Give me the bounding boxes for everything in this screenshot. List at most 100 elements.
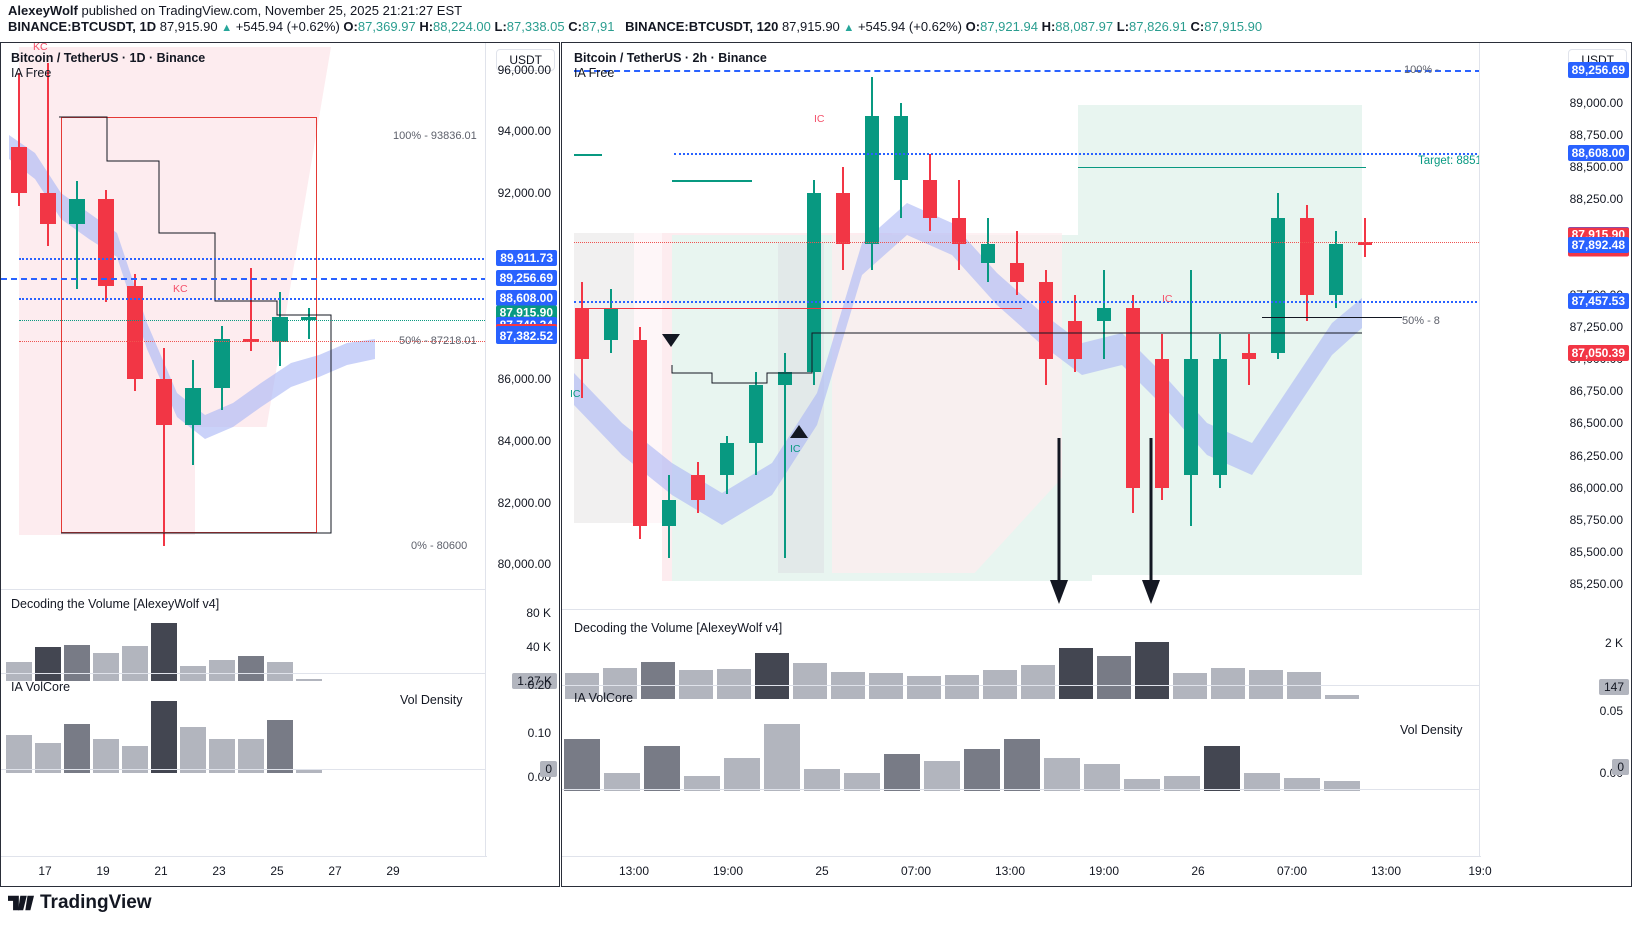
right-ic-annotation-1: IC	[814, 113, 825, 125]
right-candle-body	[1097, 308, 1111, 321]
right-open-label: O:	[965, 19, 981, 34]
left-high-value: 88,224.00	[433, 19, 491, 34]
left-volume-chip[interactable]: 1.27 K	[512, 673, 557, 689]
right-volume-bar	[1249, 670, 1283, 699]
right-candle-body	[836, 192, 850, 244]
left-volume-bar	[238, 656, 264, 681]
right-volume-bar	[793, 663, 827, 699]
left-plot-area[interactable]: 100% - 93836.01 50% - 87218.01 0% - 80600 K…	[1, 43, 559, 886]
left-fib-label-100: 100% - 93836.01	[393, 130, 477, 143]
right-candle	[1213, 43, 1227, 603]
right-voldens-chip[interactable]: 0	[1612, 759, 1629, 775]
right-red-seg-2	[586, 308, 1016, 310]
right-price-badge[interactable]: 89,256.69	[1567, 61, 1629, 78]
right-candle-body	[1242, 352, 1256, 360]
right-price-badge[interactable]: 88,608.00	[1567, 145, 1629, 162]
right-candle	[1097, 43, 1111, 603]
left-price-tick: 92,000.00	[497, 186, 551, 201]
right-candle-body	[1213, 359, 1227, 475]
chart-pane-right[interactable]: 100% - Target: 88511 50% - 8 IC IC IC IC Bitco…	[561, 42, 1632, 887]
right-volume-bar	[603, 667, 637, 699]
right-candle	[981, 43, 995, 603]
right-candle-body	[1184, 359, 1198, 475]
right-volume-bar	[1059, 647, 1093, 699]
right-voldens-bar	[1324, 780, 1360, 791]
left-currency-chip[interactable]: USDT	[496, 49, 555, 71]
right-price-badge[interactable]: 87,892.48	[1567, 236, 1629, 253]
right-candle-body	[720, 442, 734, 475]
left-time-tick: 17	[38, 864, 52, 878]
left-price-axis[interactable]: USDT 96,000.0094,000.0092,000.0090,000.0…	[485, 43, 559, 886]
left-high-label: H:	[419, 19, 434, 34]
left-change: +545.94 (+0.62%)	[235, 19, 340, 34]
left-price-badge[interactable]: 88,608.00	[495, 290, 557, 307]
right-price-badge-value: 87,457.53	[1571, 293, 1625, 308]
left-voldens-chip[interactable]: 0	[540, 761, 557, 777]
left-price-badge-value: 87,382.52	[499, 329, 553, 344]
right-price-tick: 85,250.00	[1569, 576, 1623, 591]
right-candle-body	[981, 243, 995, 264]
right-volume-bar	[717, 669, 751, 699]
right-candle-body	[894, 115, 908, 180]
right-time-axis[interactable]: 13:00 19:00 25 07:00 13:00 19:00 26 07:00 13:00 1…	[562, 856, 1492, 886]
chart-pane-left[interactable]: 100% - 93836.01 50% - 87218.01 0% - 80600 K…	[0, 42, 560, 887]
left-volcore-panel-title: IA VolCore	[11, 680, 71, 694]
right-target-label: Target: 88511	[1418, 155, 1488, 168]
left-kc-annotation-2: KC	[173, 283, 188, 295]
right-candle-body	[1300, 218, 1314, 296]
right-candle-body	[691, 474, 705, 501]
right-interval: 120	[756, 19, 779, 34]
left-voldens-bar	[93, 738, 119, 773]
right-candle-body	[807, 192, 821, 373]
left-sep-2	[1, 673, 487, 674]
right-price-badge[interactable]: 87,050.39	[1567, 344, 1629, 361]
right-candle-body	[1010, 263, 1024, 283]
right-price-axis[interactable]: USDT 89,000.00 88,750.00 88,500.00 88,250.0…	[1479, 43, 1631, 886]
right-volume-bar	[1135, 641, 1169, 699]
right-voldens-bar	[604, 773, 640, 791]
right-price-badge[interactable]: 87,457.53	[1567, 292, 1629, 309]
right-candle-body	[1358, 242, 1372, 245]
right-volume-chip[interactable]: 147	[1598, 679, 1629, 695]
right-volume-bar	[679, 670, 713, 699]
right-price-tick: 88,250.00	[1569, 192, 1623, 207]
right-plot-area[interactable]: 100% - Target: 88511 50% - 8 IC IC IC IC	[562, 43, 1631, 886]
right-change: +545.94 (+0.62%)	[857, 19, 963, 34]
left-candle	[40, 43, 56, 583]
right-voldens-bar	[844, 773, 880, 791]
right-voldens-bar	[1044, 758, 1080, 791]
right-candle-body	[923, 179, 937, 219]
right-black-seg	[1262, 317, 1402, 319]
right-candle	[575, 43, 589, 603]
left-last-price: 87,915.90	[159, 19, 218, 34]
right-ic-annotation-2: IC	[570, 388, 581, 400]
left-time-axis[interactable]: 17 19 21 23 25 27 29	[1, 856, 487, 886]
right-candle	[865, 43, 879, 603]
right-volume-bar	[1021, 664, 1055, 699]
left-price-badge[interactable]: 87,382.52	[495, 328, 557, 345]
left-price-badge[interactable]: 89,911.73	[496, 249, 557, 266]
right-last-price: 87,915.90	[781, 19, 840, 34]
right-volume-bar	[565, 673, 599, 699]
left-voldens-bar	[64, 723, 90, 773]
right-ic-annotation-4: IC	[1162, 293, 1173, 305]
left-low-value: 87,338.05	[506, 19, 565, 34]
right-candle	[923, 43, 937, 603]
right-time-tick: 19:00	[712, 864, 744, 878]
right-candle	[604, 43, 618, 603]
right-candle	[633, 43, 647, 603]
left-fib-label-0: 0% - 80600	[411, 539, 468, 552]
left-interval: 1D	[139, 19, 157, 34]
right-voldens-bar	[884, 753, 920, 791]
right-vol-density-label: Vol Density	[1400, 723, 1463, 737]
publish-line: AlexeyWolf published on TradingView.com,…	[8, 3, 1625, 19]
right-candle	[1126, 43, 1140, 603]
left-price-badge[interactable]: 89,256.69	[495, 270, 557, 287]
right-voldens-bar	[1204, 746, 1240, 791]
right-candle	[894, 43, 908, 603]
left-volume-bar	[209, 659, 235, 681]
left-voldens-bar	[122, 746, 148, 773]
left-sep-1	[1, 589, 487, 590]
right-time-tick: 13:00	[1370, 864, 1402, 878]
right-price-tick: 86,250.00	[1569, 448, 1623, 463]
